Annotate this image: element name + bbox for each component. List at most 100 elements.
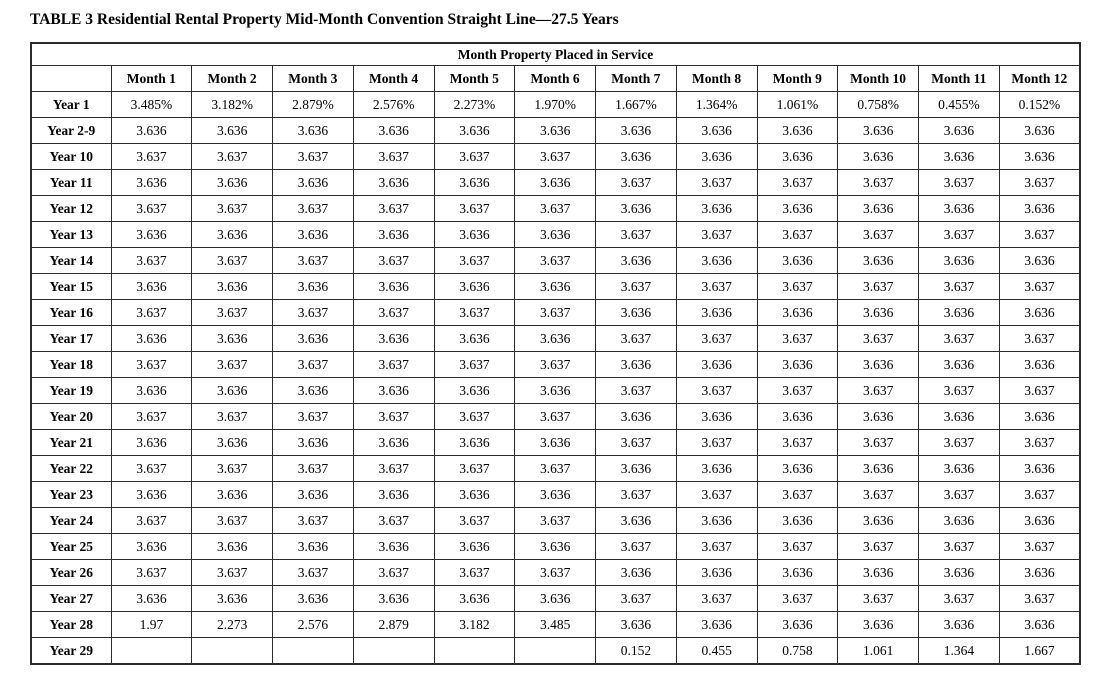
table-cell: 3.636 <box>352 325 435 352</box>
row-label: Year 27 <box>30 585 112 612</box>
table-cell: 3.182 <box>433 611 516 638</box>
table-cell: 3.636 <box>918 247 1000 274</box>
table-cell: 3.636 <box>756 611 839 638</box>
table-row: Year 25 3.636 3.636 3.636 3.636 3.636 3.636 3.6… <box>30 533 1081 560</box>
table-cell: 3.636 <box>110 117 193 144</box>
table-cell: 3.637 <box>514 455 596 482</box>
column-header: Month 11 <box>918 65 1000 92</box>
table-cell: 3.636 <box>998 403 1081 430</box>
column-header: Month 12 <box>998 65 1081 92</box>
table-cell: 3.636 <box>756 403 839 430</box>
table-cell: 3.182% <box>191 91 273 118</box>
table-cell: 3.636 <box>675 559 758 586</box>
table-cell: 3.636 <box>110 481 193 508</box>
table-cell: 3.636 <box>837 611 919 638</box>
table-cell: 3.637 <box>998 481 1081 508</box>
table-cell: 3.636 <box>352 585 435 612</box>
table-cell: 3.637 <box>110 143 193 170</box>
table-cell: 3.636 <box>191 273 273 300</box>
table-cell: 1.364 <box>918 637 1000 665</box>
table-cell: 3.637 <box>918 533 1000 560</box>
table-cell: 3.637 <box>352 455 435 482</box>
table-cell: 3.636 <box>918 299 1000 326</box>
table-cell: 3.637 <box>595 533 677 560</box>
row-label: Year 21 <box>30 429 112 456</box>
table-cell: 3.637 <box>191 299 273 326</box>
table-row: Year 27 3.636 3.636 3.636 3.636 3.636 3.636 3.6… <box>30 585 1081 612</box>
table-cell: 3.636 <box>433 117 516 144</box>
row-label: Year 17 <box>30 325 112 352</box>
table-cell: 3.636 <box>918 611 1000 638</box>
table-cell: 3.636 <box>595 195 677 222</box>
row-label: Year 12 <box>30 195 112 222</box>
table-cell: 3.636 <box>756 559 839 586</box>
table-cell: 3.637 <box>837 585 919 612</box>
table-cell: 3.637 <box>675 533 758 560</box>
table-cell: 3.637 <box>191 507 273 534</box>
table-cell: 3.637 <box>352 559 435 586</box>
table-cell: 3.637 <box>433 507 516 534</box>
table-cell: 3.637 <box>918 221 1000 248</box>
table-row: Year 23 3.636 3.636 3.636 3.636 3.636 3.636 3.6… <box>30 481 1081 508</box>
table-cell: 3.636 <box>110 273 193 300</box>
table-cell: 3.637 <box>756 221 839 248</box>
table-cell: 3.637 <box>756 533 839 560</box>
table-cell: 3.636 <box>998 559 1081 586</box>
table-cell: 3.637 <box>675 221 758 248</box>
table-cell: 3.636 <box>352 533 435 560</box>
table-cell: 3.636 <box>272 169 354 196</box>
table-cell: 1.364% <box>675 91 758 118</box>
table-cell: 3.636 <box>352 221 435 248</box>
table-cell: 3.636 <box>837 195 919 222</box>
row-label: Year 25 <box>30 533 112 560</box>
table-cell: 3.637 <box>110 455 193 482</box>
column-header: Month 6 <box>514 65 596 92</box>
column-header: Month 7 <box>595 65 677 92</box>
table-cell: 3.636 <box>595 299 677 326</box>
table-cell: 3.636 <box>514 585 596 612</box>
table-cell: 3.636 <box>918 455 1000 482</box>
table-cell: 3.637 <box>514 299 596 326</box>
table-cell: 3.636 <box>272 377 354 404</box>
table-cell: 3.636 <box>433 377 516 404</box>
column-header: Month 4 <box>352 65 435 92</box>
table-cell: 3.637 <box>756 273 839 300</box>
table-cell: 3.637 <box>675 429 758 456</box>
table-cell: 3.637 <box>595 481 677 508</box>
table-cell: 3.637 <box>514 143 596 170</box>
table-cell: 3.636 <box>191 377 273 404</box>
table-cell: 3.637 <box>918 429 1000 456</box>
table-cell: 3.637 <box>272 299 354 326</box>
table-cell: 3.637 <box>191 351 273 378</box>
table-cell: 3.636 <box>675 143 758 170</box>
row-label: Year 11 <box>30 169 112 196</box>
table-row: Year 26 3.637 3.637 3.637 3.637 3.637 3.637 3.6… <box>30 559 1081 586</box>
table-cell: 3.637 <box>433 143 516 170</box>
table-cell: 3.637 <box>110 247 193 274</box>
table-cell: 3.636 <box>998 351 1081 378</box>
table-cell: 3.485% <box>110 91 193 118</box>
table-cell: 3.636 <box>514 117 596 144</box>
row-label: Year 28 <box>30 611 112 638</box>
table-cell: 3.636 <box>998 247 1081 274</box>
table-cell: 3.636 <box>675 117 758 144</box>
table-cell: 3.637 <box>837 169 919 196</box>
table-cell: 3.636 <box>998 143 1081 170</box>
table-cell: 3.636 <box>595 455 677 482</box>
table-cell: 3.636 <box>756 507 839 534</box>
table-cell: 3.637 <box>998 585 1081 612</box>
table-cell: 3.636 <box>433 221 516 248</box>
table-cell: 3.637 <box>272 195 354 222</box>
table-cell: 3.637 <box>595 585 677 612</box>
table-cell: 3.636 <box>272 325 354 352</box>
depreciation-table: Month Property Placed in Service Month 1… <box>30 42 1081 665</box>
table-cell: 3.637 <box>918 481 1000 508</box>
table-cell: 3.636 <box>675 611 758 638</box>
column-header: Month 1 <box>110 65 193 92</box>
table-cell: 3.636 <box>272 481 354 508</box>
table-cell: 3.637 <box>191 559 273 586</box>
table-cell: 2.879 <box>352 611 435 638</box>
table-cell: 3.637 <box>595 325 677 352</box>
table-cell: 3.636 <box>675 403 758 430</box>
